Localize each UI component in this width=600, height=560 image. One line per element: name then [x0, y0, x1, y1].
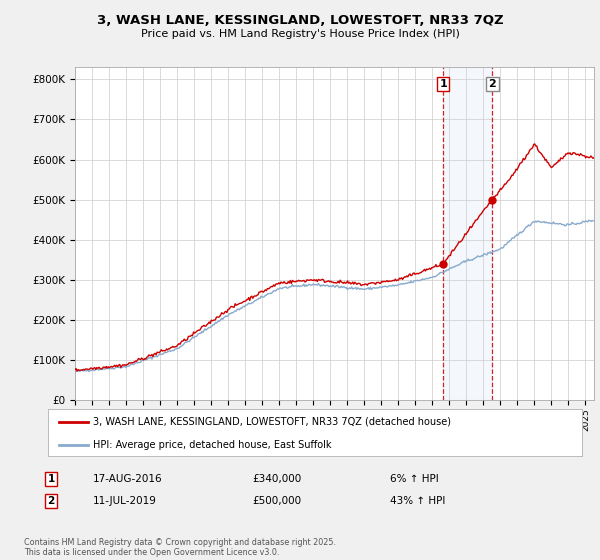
Text: 2: 2 [47, 496, 55, 506]
Text: HPI: Average price, detached house, East Suffolk: HPI: Average price, detached house, East… [94, 440, 332, 450]
Text: 1: 1 [47, 474, 55, 484]
Text: 17-AUG-2016: 17-AUG-2016 [93, 474, 163, 484]
Bar [443, 67, 493, 400]
Text: 3, WASH LANE, KESSINGLAND, LOWESTOFT, NR33 7QZ (detached house): 3, WASH LANE, KESSINGLAND, LOWESTOFT, NR… [94, 417, 451, 427]
Text: 6% ↑ HPI: 6% ↑ HPI [390, 474, 439, 484]
Text: 11-JUL-2019: 11-JUL-2019 [93, 496, 157, 506]
Text: 1: 1 [439, 79, 447, 89]
Text: 43% ↑ HPI: 43% ↑ HPI [390, 496, 445, 506]
Text: 2: 2 [488, 79, 496, 89]
Text: £340,000: £340,000 [252, 474, 301, 484]
Text: Contains HM Land Registry data © Crown copyright and database right 2025.
This d: Contains HM Land Registry data © Crown c… [24, 538, 336, 557]
Text: £500,000: £500,000 [252, 496, 301, 506]
Text: Price paid vs. HM Land Registry's House Price Index (HPI): Price paid vs. HM Land Registry's House … [140, 29, 460, 39]
Text: 3, WASH LANE, KESSINGLAND, LOWESTOFT, NR33 7QZ: 3, WASH LANE, KESSINGLAND, LOWESTOFT, NR… [97, 14, 503, 27]
